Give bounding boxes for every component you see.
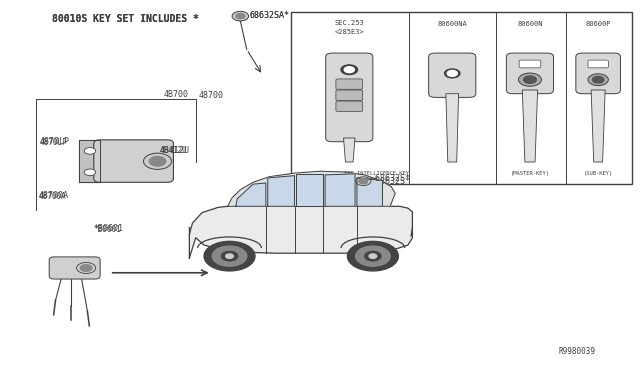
Polygon shape — [446, 94, 459, 162]
Circle shape — [226, 254, 234, 259]
Circle shape — [81, 264, 92, 271]
Polygon shape — [189, 206, 412, 258]
Circle shape — [356, 177, 371, 186]
FancyBboxPatch shape — [519, 60, 541, 68]
FancyBboxPatch shape — [588, 60, 609, 68]
Circle shape — [344, 67, 355, 73]
Text: 80600P: 80600P — [586, 20, 611, 26]
Circle shape — [84, 169, 96, 176]
Circle shape — [593, 76, 604, 83]
FancyBboxPatch shape — [336, 90, 363, 100]
Text: 48412U: 48412U — [159, 147, 187, 155]
Text: 48700A: 48700A — [38, 192, 66, 201]
Circle shape — [149, 157, 166, 166]
Circle shape — [84, 148, 96, 154]
Polygon shape — [591, 90, 605, 162]
Text: 80600N: 80600N — [517, 20, 543, 26]
Circle shape — [143, 153, 172, 169]
Text: 80600NA: 80600NA — [437, 20, 467, 26]
FancyBboxPatch shape — [336, 79, 363, 89]
FancyBboxPatch shape — [429, 53, 476, 97]
Text: 4B700: 4B700 — [164, 90, 189, 99]
Circle shape — [77, 262, 96, 273]
Text: FOR INTELLIGENCE KEY: FOR INTELLIGENCE KEY — [344, 171, 409, 176]
Text: SEC.253: SEC.253 — [335, 20, 364, 26]
FancyBboxPatch shape — [336, 101, 363, 112]
Text: (SUB-KEY): (SUB-KEY) — [584, 171, 612, 176]
Text: <285E3>: <285E3> — [335, 29, 364, 35]
Polygon shape — [79, 140, 100, 182]
Text: (MASTER-KEY): (MASTER-KEY) — [511, 171, 550, 176]
Bar — [291, 13, 632, 184]
Text: >: > — [348, 103, 351, 108]
Text: 4870LP: 4870LP — [40, 137, 70, 146]
Circle shape — [204, 241, 255, 271]
Circle shape — [359, 179, 368, 184]
FancyBboxPatch shape — [49, 257, 100, 279]
Circle shape — [365, 251, 381, 261]
Text: 4B412U: 4B412U — [159, 146, 189, 155]
Text: 4870LP: 4870LP — [40, 138, 67, 147]
Text: 80010S KEY SET INCLUDES *: 80010S KEY SET INCLUDES * — [52, 14, 199, 24]
FancyBboxPatch shape — [576, 53, 620, 94]
Circle shape — [369, 254, 377, 259]
Circle shape — [524, 76, 536, 83]
Circle shape — [588, 74, 609, 86]
Polygon shape — [344, 138, 355, 162]
Text: 68632SA*: 68632SA* — [250, 10, 290, 20]
Text: 68632SA*: 68632SA* — [250, 10, 290, 20]
FancyBboxPatch shape — [326, 53, 373, 142]
Text: *B0601: *B0601 — [94, 224, 124, 233]
FancyBboxPatch shape — [506, 53, 554, 94]
Circle shape — [356, 246, 390, 266]
Circle shape — [447, 70, 458, 76]
Polygon shape — [268, 176, 294, 206]
Text: —68632S*: —68632S* — [370, 177, 410, 186]
Text: *B0601: *B0601 — [94, 225, 122, 234]
Polygon shape — [357, 178, 383, 206]
Circle shape — [212, 246, 247, 266]
Circle shape — [221, 251, 237, 261]
Polygon shape — [296, 174, 323, 206]
Circle shape — [232, 12, 248, 21]
Circle shape — [445, 69, 460, 78]
Circle shape — [518, 73, 541, 86]
Text: 48700A: 48700A — [38, 191, 68, 200]
Circle shape — [341, 65, 358, 74]
Text: 48700: 48700 — [199, 91, 224, 100]
Polygon shape — [236, 183, 266, 206]
Text: —68632S*: —68632S* — [370, 174, 410, 183]
Polygon shape — [522, 90, 538, 162]
Circle shape — [236, 13, 245, 19]
Polygon shape — [325, 174, 355, 206]
Polygon shape — [228, 171, 395, 206]
Text: 80010S KEY SET INCLUDES *: 80010S KEY SET INCLUDES * — [52, 14, 199, 24]
Text: R9980039: R9980039 — [559, 347, 596, 356]
Circle shape — [348, 241, 398, 271]
FancyBboxPatch shape — [94, 140, 173, 182]
